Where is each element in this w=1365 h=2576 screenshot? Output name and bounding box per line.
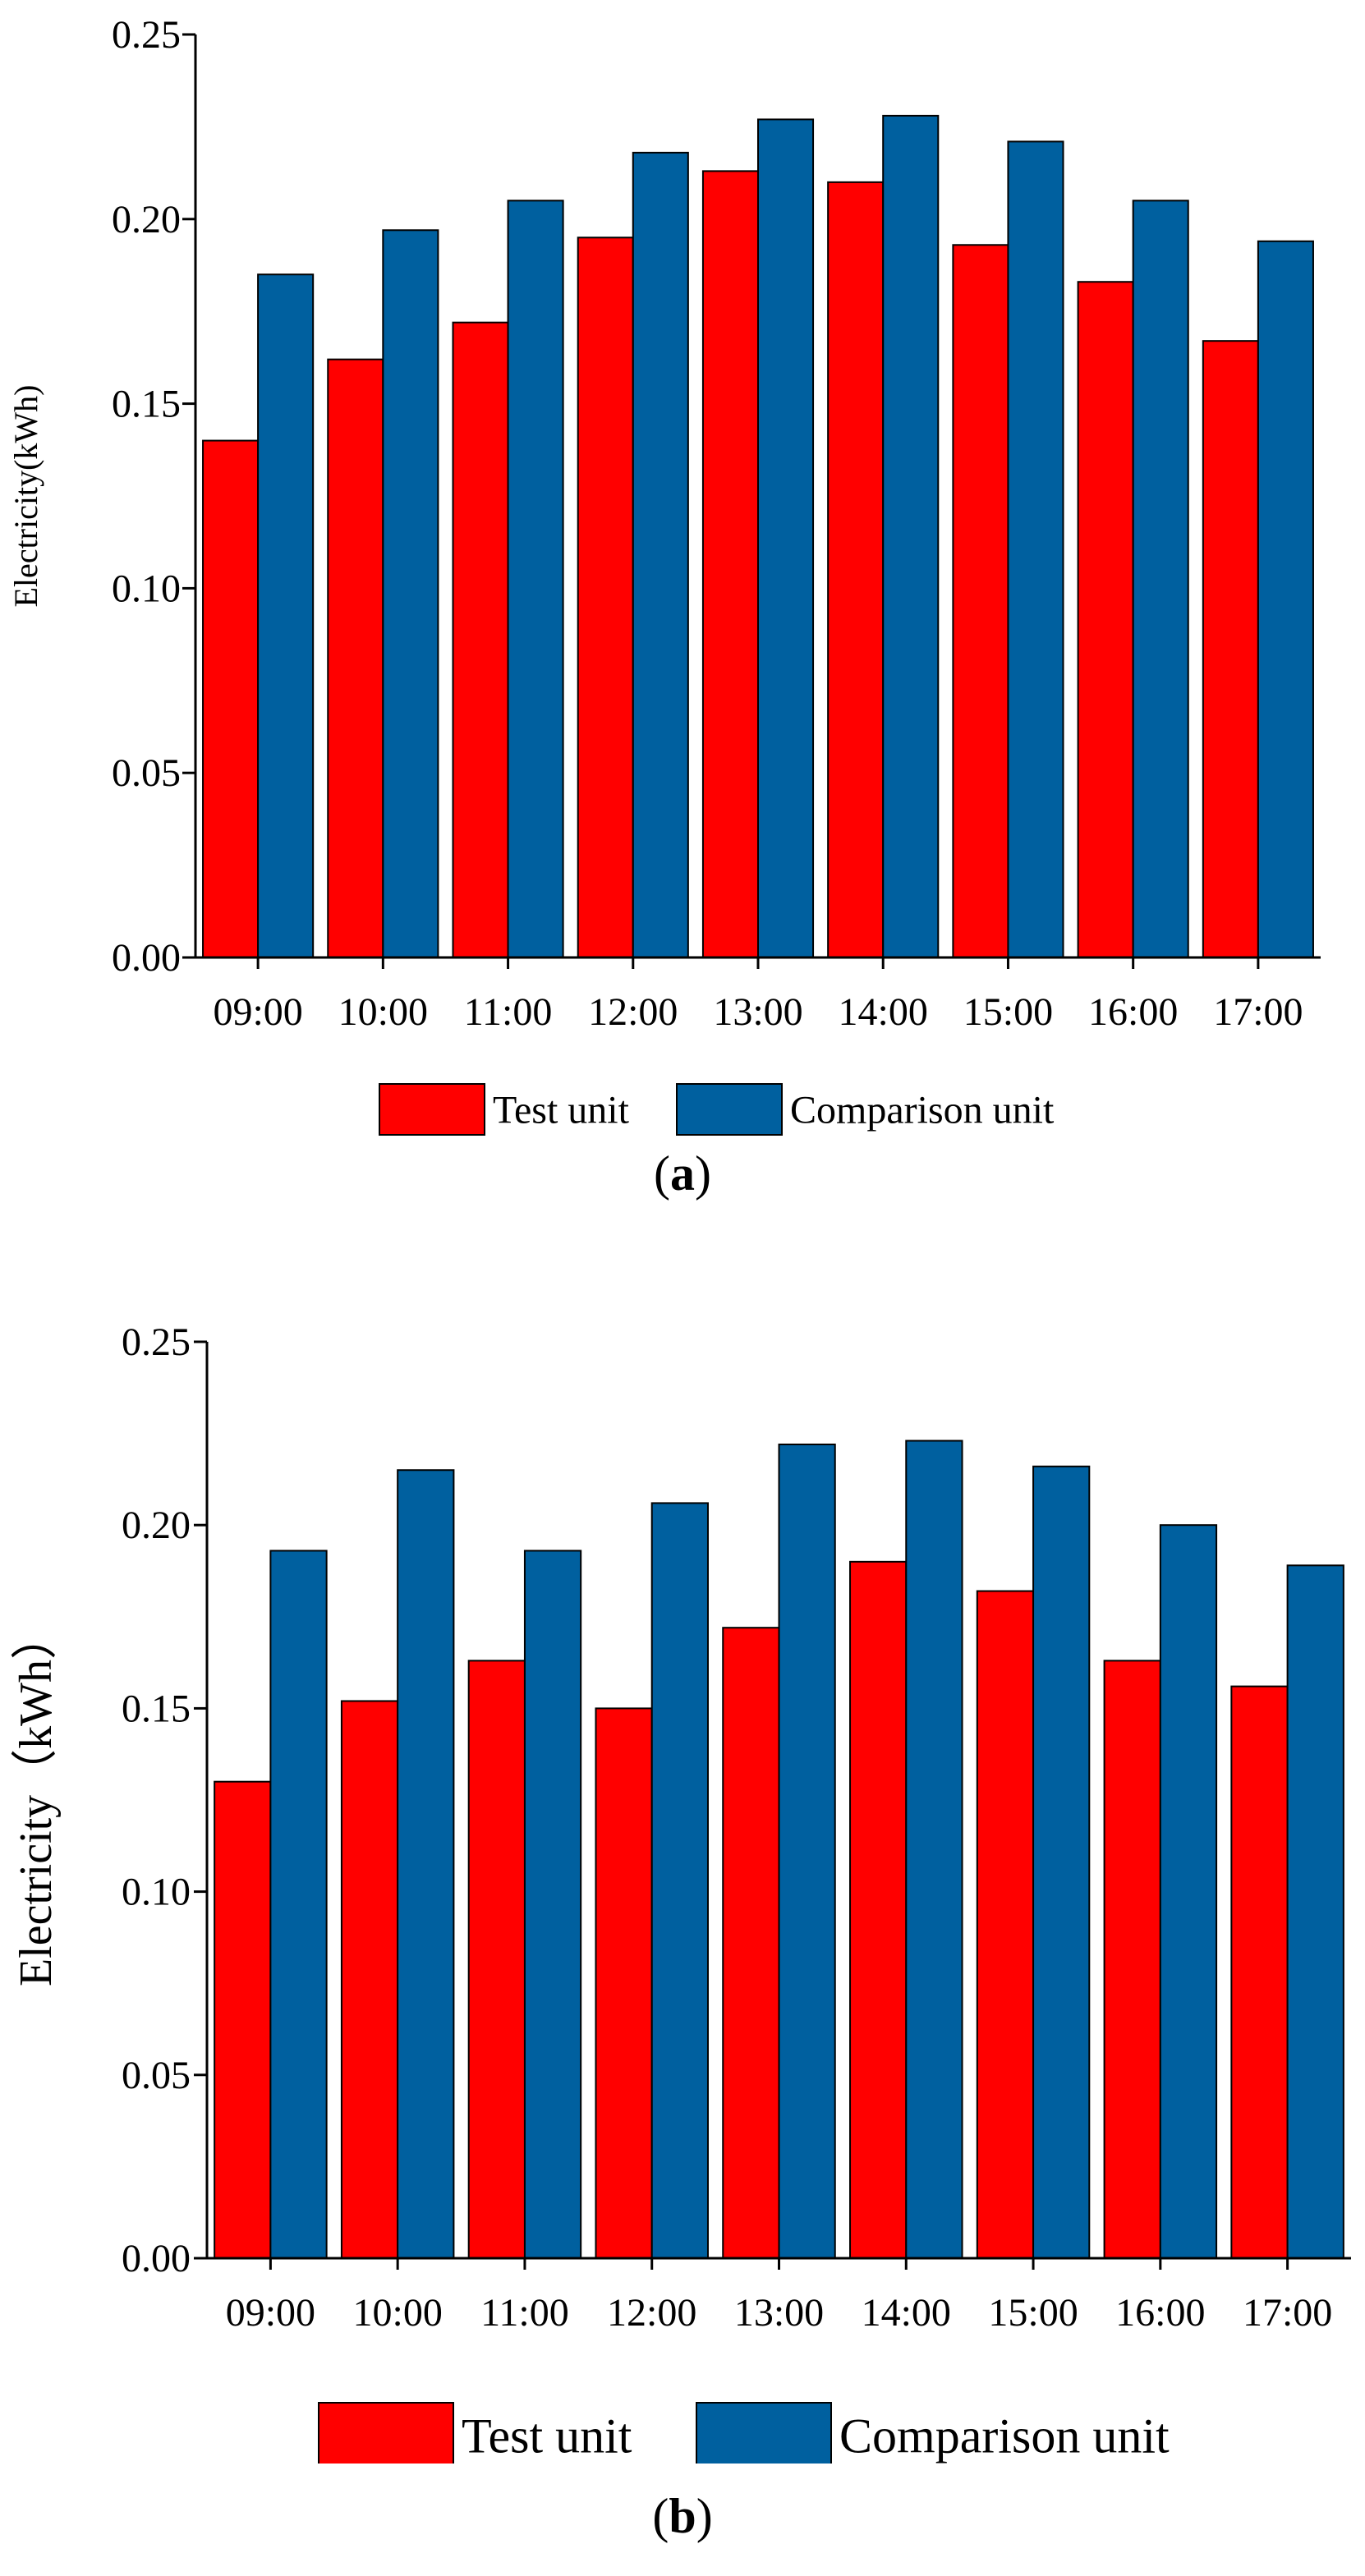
y-tick-label: 0.00	[122, 2237, 191, 2280]
y-tick-label: 0.05	[112, 751, 181, 795]
legend-swatch-test-unit	[318, 2402, 454, 2464]
test-unit-bar-1600	[1103, 1660, 1161, 2260]
test-unit-bar-0900	[214, 1780, 272, 2259]
legend-label-test-unit: Test unit	[493, 1088, 630, 1132]
test-unit-bar-1200	[595, 1707, 653, 2259]
comparison-unit-bar-1500	[1007, 140, 1064, 959]
test-unit-bar-1300	[722, 1627, 780, 2259]
legend-label-comparison-unit: Comparison unit	[790, 1088, 1055, 1132]
comparison-unit-bar-1100	[507, 200, 564, 958]
caption-b: (b)	[652, 2489, 713, 2543]
x-tick-label: 17:00	[1243, 2291, 1332, 2335]
test-unit-bar-1700	[1202, 340, 1259, 958]
comparison-unit-bar-1700	[1257, 240, 1314, 958]
y-tick-label: 0.10	[112, 567, 181, 610]
x-tick-label: 14:00	[862, 2291, 951, 2335]
test-unit-bar-1500	[976, 1590, 1035, 2259]
x-tick-label: 11:00	[464, 990, 553, 1034]
x-tick-label: 10:00	[352, 2291, 442, 2335]
chart-b: 09:00 10:00 11:00 12:00 13:00 14:00 15:00 16:00…	[11, 1320, 1351, 2464]
comparison-unit-bar-0900	[257, 273, 315, 958]
x-tick-label: 17:00	[1213, 990, 1303, 1034]
x-tick-label: 13:00	[713, 990, 802, 1034]
comparison-unit-bar-1600	[1159, 1524, 1218, 2259]
x-tick-label: 10:00	[338, 990, 428, 1034]
y-tick-label: 0.20	[122, 1504, 191, 1547]
legend-label-comparison-unit: Comparison unit	[839, 2408, 1170, 2463]
x-tick-label: 15:00	[963, 990, 1053, 1034]
comparison-unit-bar-1100	[523, 1550, 582, 2259]
y-tick-label: 0.05	[122, 2054, 191, 2097]
x-tick-label: 11:00	[480, 2291, 569, 2335]
x-tick-label: 16:00	[1115, 2291, 1205, 2335]
legend-swatch-comparison-unit	[696, 2402, 832, 2464]
x-tick-label: 09:00	[213, 990, 302, 1034]
test-unit-bar-1000	[327, 358, 384, 958]
comparison-unit-bar-1300	[757, 118, 815, 958]
legend-label-test-unit: Test unit	[462, 2408, 632, 2463]
test-unit-bar-1100	[467, 1660, 526, 2260]
test-unit-bar-1000	[340, 1700, 399, 2259]
test-unit-bar-1100	[452, 321, 509, 958]
x-tick-label: 15:00	[988, 2291, 1078, 2335]
comparison-unit-bar-1600	[1132, 200, 1189, 958]
x-tick-label: 09:00	[226, 2291, 315, 2335]
comparison-unit-bar-1400	[905, 1440, 963, 2259]
test-unit-bar-1500	[952, 244, 1009, 959]
x-tick-label: 16:00	[1088, 990, 1178, 1034]
test-unit-bar-0900	[202, 439, 260, 958]
x-tick-label: 12:00	[607, 2291, 696, 2335]
y-tick-label: 0.15	[122, 1687, 191, 1730]
y-tick-label: 0.25	[122, 1320, 191, 1364]
chart-a: 09:00 10:00 11:00 12:00 13:00 14:00 15:00 16:00…	[7, 13, 1321, 1136]
test-unit-bar-1400	[827, 181, 885, 958]
test-unit-bar-1300	[701, 170, 759, 959]
y-tick-label: 0.20	[112, 198, 181, 241]
comparison-unit-bar-1400	[882, 114, 940, 959]
test-unit-bar-1400	[849, 1560, 908, 2259]
caption-a: (a)	[654, 1146, 711, 1201]
comparison-unit-bar-1500	[1032, 1465, 1091, 2259]
y-tick-label: 0.10	[122, 1871, 191, 1914]
comparison-unit-bar-1000	[397, 1469, 455, 2260]
comparison-unit-bar-1200	[650, 1502, 709, 2259]
comparison-unit-bar-1000	[382, 229, 439, 958]
comparison-unit-bar-0900	[269, 1550, 328, 2259]
test-unit-bar-1700	[1230, 1685, 1289, 2259]
comparison-unit-bar-1700	[1286, 1564, 1344, 2259]
x-tick-label: 13:00	[734, 2291, 824, 2335]
y-tick-label: 0.25	[112, 13, 181, 57]
legend-swatch-test-unit	[379, 1083, 485, 1136]
legend-swatch-comparison-unit	[676, 1083, 783, 1136]
test-unit-bar-1200	[577, 236, 634, 958]
x-tick-label: 12:00	[588, 990, 678, 1034]
comparison-unit-bar-1200	[632, 151, 689, 958]
y-axis-label: Electricity（kWh）	[11, 1614, 62, 1986]
comparison-unit-bar-1300	[778, 1443, 836, 2259]
y-tick-label: 0.15	[112, 383, 181, 426]
test-unit-bar-1600	[1077, 281, 1134, 958]
y-tick-label: 0.00	[112, 936, 181, 980]
x-tick-label: 14:00	[839, 990, 928, 1034]
y-axis-label: Electricity(kWh)	[7, 385, 44, 608]
